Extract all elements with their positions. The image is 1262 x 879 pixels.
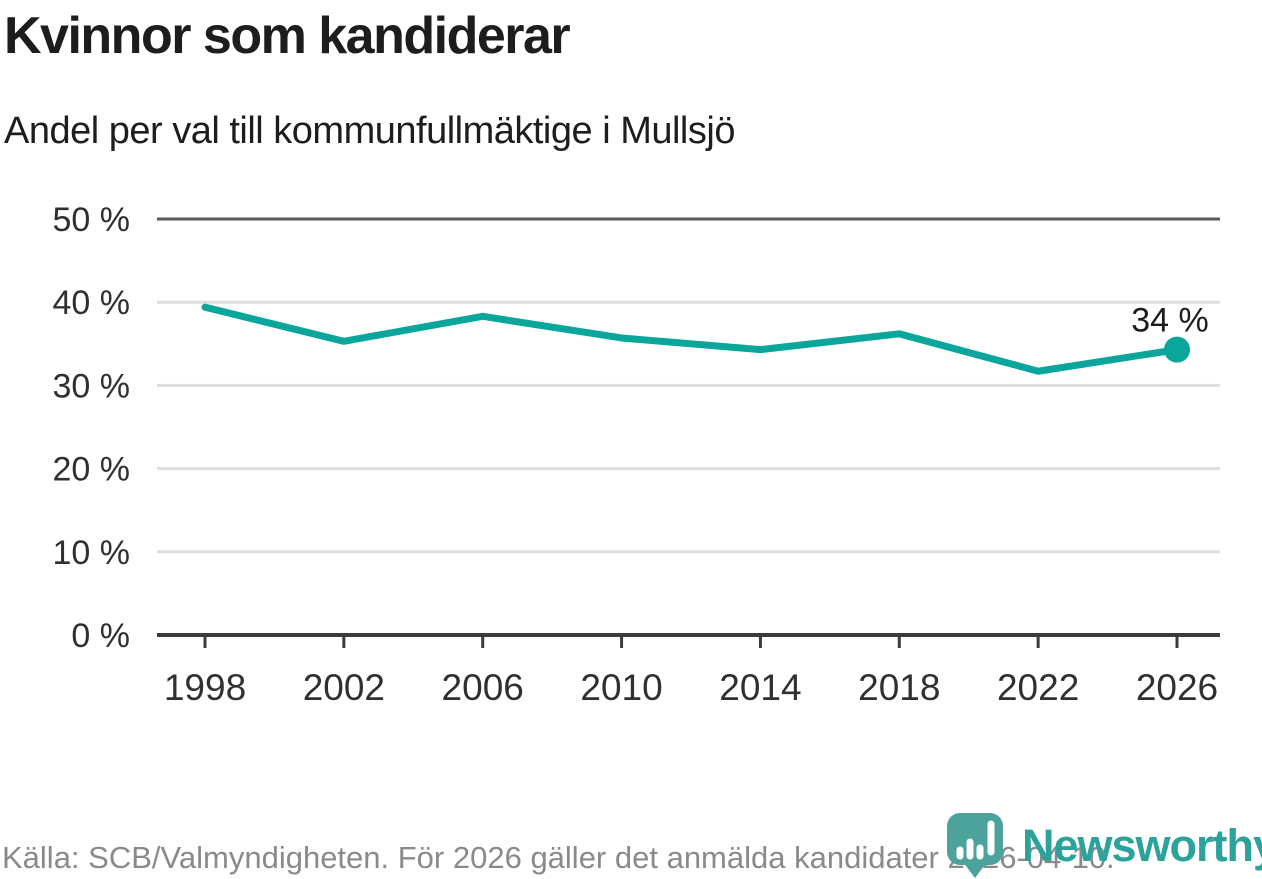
end-value-label: 34 %	[1131, 302, 1209, 340]
y-tick-label: 10 %	[53, 534, 131, 572]
x-tick-label: 2010	[580, 667, 662, 708]
y-tick-label: 40 %	[53, 284, 131, 322]
y-tick-label: 30 %	[53, 367, 131, 405]
x-tick-label: 2026	[1136, 667, 1218, 708]
x-tick-label: 2002	[303, 667, 385, 708]
y-tick-label: 50 %	[53, 201, 131, 239]
y-tick-label: 0 %	[71, 617, 130, 655]
line-chart: 50 % 40 % 30 % 20 % 10 % 0 % 1998 2002 2006 2010 2…	[53, 201, 1220, 708]
newsworthy-logo[interactable]: Newsworthy	[946, 812, 1262, 879]
data-line	[201, 303, 1181, 375]
x-tick-label: 1998	[164, 667, 246, 708]
newsworthy-pin-icon	[947, 813, 1003, 878]
chart-title: Kvinnor som kandiderar	[4, 7, 571, 65]
end-point-marker	[1163, 336, 1190, 363]
newsworthy-wordmark: Newsworthy	[1022, 820, 1262, 871]
x-tick-label: 2006	[442, 667, 524, 708]
y-tick-label: 20 %	[53, 451, 131, 489]
x-tick-label: 2018	[858, 667, 940, 708]
source-note: Källa: SCB/Valmyndigheten. För 2026 gäll…	[2, 840, 1115, 875]
chart-subtitle: Andel per val till kommunfullmäktige i M…	[4, 110, 735, 152]
x-tick-label: 2022	[997, 667, 1079, 708]
x-tick-label: 2014	[719, 667, 801, 708]
